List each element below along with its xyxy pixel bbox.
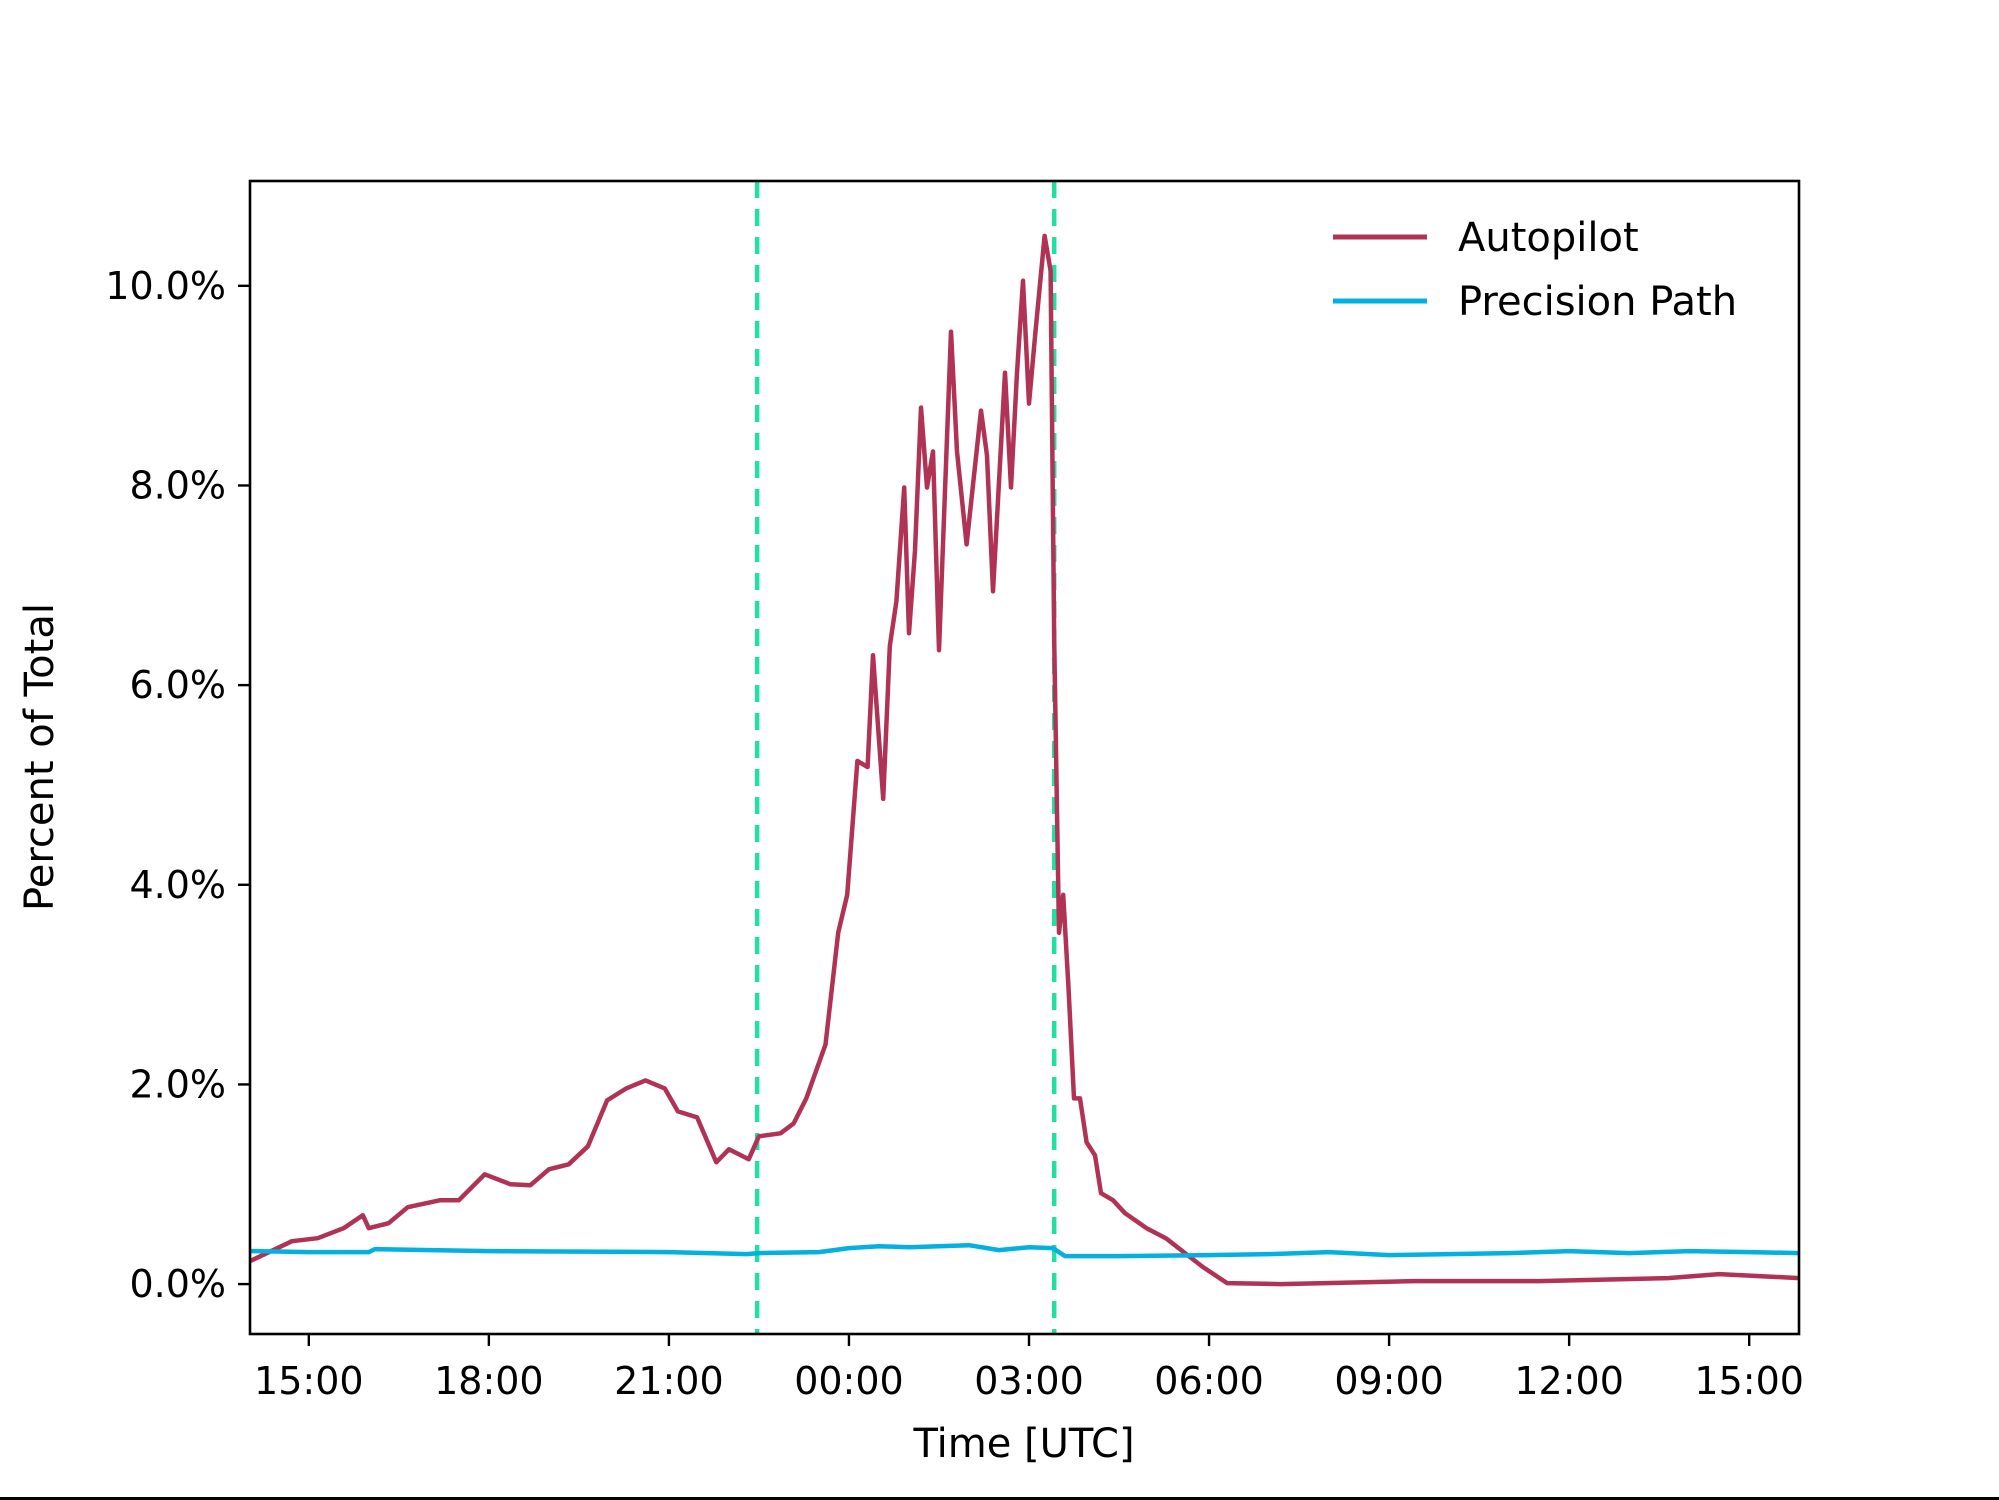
y-axis-label: Percent of Total (17, 603, 63, 911)
legend: Autopilot Precision Path (1333, 215, 1737, 325)
legend-label-autopilot: Autopilot (1458, 215, 1639, 261)
x-tick-label: 15:00 (1694, 1359, 1804, 1403)
series-line-precision-path (250, 1242, 1799, 1259)
event-marker-lines (754, 181, 1057, 1334)
axes-frame (248, 179, 1801, 1336)
x-tick-label: 12:00 (1514, 1359, 1624, 1403)
bottom-border-line (0, 1497, 1999, 1500)
x-tick-label: 21:00 (614, 1359, 724, 1403)
y-axis-ticks: 0.0% 2.0% 4.0% 6.0% 8.0% 10.0% (105, 264, 250, 1306)
y-tick-label: 6.0% (129, 663, 226, 707)
y-tick-label: 8.0% (129, 463, 226, 507)
y-tick-label: 0.0% (129, 1262, 226, 1306)
data-series (250, 233, 1799, 1287)
series-line-autopilot (250, 233, 1799, 1287)
legend-item-precision-path: Precision Path (1333, 279, 1737, 325)
y-tick-label: 10.0% (105, 264, 226, 308)
legend-item-autopilot: Autopilot (1333, 215, 1639, 261)
x-tick-label: 06:00 (1154, 1359, 1264, 1403)
plot-area (250, 181, 1799, 1334)
x-axis-ticks: 15:00 18:00 21:00 00:00 03:00 06:00 09:00 12:00… (254, 1334, 1804, 1403)
x-tick-label: 09:00 (1334, 1359, 1444, 1403)
x-tick-label: 18:00 (434, 1359, 544, 1403)
legend-label-precision-path: Precision Path (1458, 279, 1737, 325)
x-tick-label: 03:00 (974, 1359, 1084, 1403)
y-tick-label: 2.0% (129, 1062, 226, 1106)
x-axis-label: Time [UTC] (912, 1421, 1134, 1467)
x-tick-label: 00:00 (794, 1359, 904, 1403)
y-tick-label: 4.0% (129, 863, 226, 907)
x-tick-label: 15:00 (254, 1359, 364, 1403)
